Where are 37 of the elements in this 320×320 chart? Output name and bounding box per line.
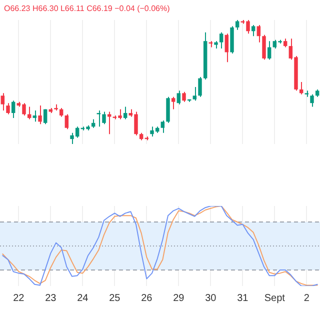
x-tick-label: 30: [205, 292, 217, 304]
candlestick: [64, 114, 69, 130]
candlestick: [267, 40, 272, 60]
x-tick-label: 22: [13, 292, 25, 304]
x-tick-label: 24: [77, 292, 89, 304]
candlestick: [176, 90, 181, 105]
candlestick: [219, 32, 224, 50]
candlestick: [198, 76, 202, 98]
candlestick: [262, 34, 266, 60]
candlestick: [310, 94, 314, 108]
x-tick-label: 26: [141, 292, 153, 304]
x-tick-label: 25: [109, 292, 121, 304]
candlestick: [27, 106, 32, 120]
candlestick: [224, 33, 229, 63]
candlestick: [102, 111, 106, 125]
candlestick: [160, 120, 165, 134]
candlestick: [123, 106, 128, 120]
x-tick-label: 31: [237, 292, 249, 304]
candlestick: [38, 105, 42, 125]
candlestick: [182, 91, 186, 102]
x-tick-label: Sept: [264, 292, 286, 304]
candlestick: [256, 24, 261, 43]
candlestick: [6, 102, 10, 115]
candlestick: [32, 110, 37, 122]
candlestick: [251, 24, 256, 37]
candlestick: [235, 20, 240, 30]
candlestick: [11, 100, 16, 118]
candlestick: [0, 92, 5, 112]
x-tick-label: 23: [45, 292, 57, 304]
x-tick-label: 29: [173, 292, 185, 304]
candlestick: [43, 108, 48, 125]
x-tick-label: 2: [304, 292, 310, 304]
candlestick: [166, 96, 170, 124]
text: O66.23 H66.30 L66.11 C66.19 −0.04 (−0.06%): [4, 4, 170, 14]
candlestick: [192, 86, 197, 102]
candlestick: [107, 111, 112, 135]
candlestick: [171, 96, 176, 110]
